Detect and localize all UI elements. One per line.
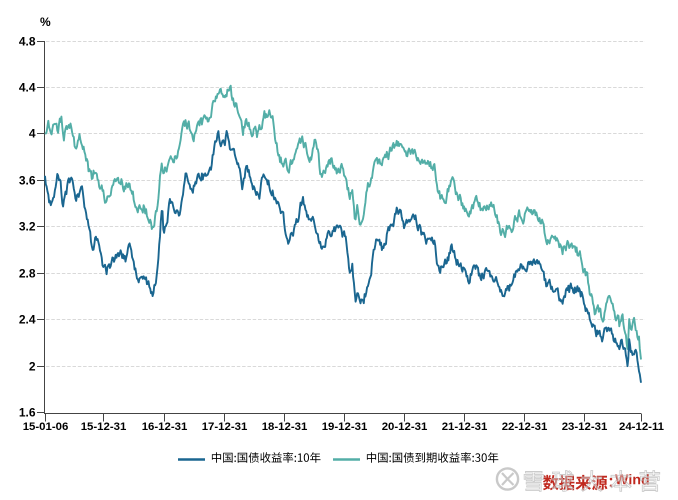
svg-text:15-01-06: 15-01-06	[23, 421, 69, 433]
svg-text:4.4: 4.4	[19, 81, 36, 95]
svg-text:4.8: 4.8	[19, 35, 36, 49]
svg-text:3.6: 3.6	[19, 174, 36, 188]
svg-text:1.6: 1.6	[19, 406, 36, 420]
svg-text:21-12-31: 21-12-31	[442, 421, 488, 433]
svg-text:4: 4	[29, 127, 36, 141]
svg-text:18-12-31: 18-12-31	[262, 421, 308, 433]
svg-text:24-12-11: 24-12-11	[619, 421, 665, 433]
svg-text:20-12-31: 20-12-31	[382, 421, 428, 433]
svg-text:17-12-31: 17-12-31	[202, 421, 248, 433]
svg-text:22-12-31: 22-12-31	[502, 421, 548, 433]
svg-text:3.2: 3.2	[19, 220, 36, 234]
svg-text:%: %	[40, 15, 51, 29]
svg-text:2: 2	[29, 360, 36, 374]
svg-text:15-12-31: 15-12-31	[81, 421, 127, 433]
svg-text:19-12-31: 19-12-31	[322, 421, 368, 433]
svg-text:2.4: 2.4	[19, 313, 36, 327]
svg-text:2.8: 2.8	[19, 267, 36, 281]
svg-text:16-12-31: 16-12-31	[142, 421, 188, 433]
svg-text:23-12-31: 23-12-31	[562, 421, 608, 433]
